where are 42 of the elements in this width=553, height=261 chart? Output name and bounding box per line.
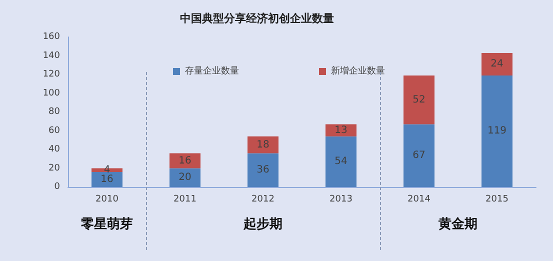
data-label: 67: [412, 150, 426, 162]
bar: [170, 168, 200, 187]
y-tick-label: 120: [42, 70, 60, 80]
y-tick-label: 20: [48, 163, 60, 174]
y-tick-label: 40: [48, 144, 60, 154]
bar: [326, 136, 356, 187]
bar: [482, 52, 512, 76]
text: 起步期: [242, 217, 282, 232]
data-label: 16: [100, 174, 114, 185]
bar: [248, 136, 278, 154]
x-tick-label: 2011: [174, 194, 196, 204]
data-label: 119: [487, 126, 507, 137]
data-label: 36: [256, 164, 270, 176]
chart-title: 中国典型分享经济初创企业数量: [180, 12, 334, 25]
y-tick-label: 80: [48, 107, 60, 117]
y-tick-label: 0: [54, 182, 60, 192]
y-tick-label: 140: [42, 50, 60, 61]
bar: [482, 75, 512, 187]
bar: [170, 153, 200, 168]
bar: [248, 153, 278, 187]
x-tick-label: 2012: [252, 194, 274, 204]
data-label: 18: [256, 139, 270, 150]
x-tick-label: 2015: [486, 194, 508, 204]
bar: [326, 124, 356, 136]
text: 零星萌芽: [80, 216, 133, 232]
bar: [404, 124, 434, 187]
x-tick-label: 2010: [96, 194, 119, 204]
bar: [92, 172, 122, 187]
data-label: 52: [412, 94, 426, 106]
text: 黄金期: [438, 217, 478, 232]
y-tick-label: 60: [48, 126, 60, 136]
bar: [404, 75, 434, 124]
y-tick-label: 160: [42, 32, 60, 42]
x-tick-label: 2014: [408, 194, 431, 204]
data-label: 24: [490, 58, 504, 70]
legend-label: 存量企业数量: [185, 66, 239, 76]
data-label: 54: [334, 156, 348, 168]
y-tick-label: 100: [42, 88, 60, 98]
data-label: 16: [178, 155, 192, 166]
data-label: 13: [334, 124, 348, 136]
data-label: 20: [178, 172, 192, 184]
x-tick-label: 2013: [330, 194, 352, 204]
